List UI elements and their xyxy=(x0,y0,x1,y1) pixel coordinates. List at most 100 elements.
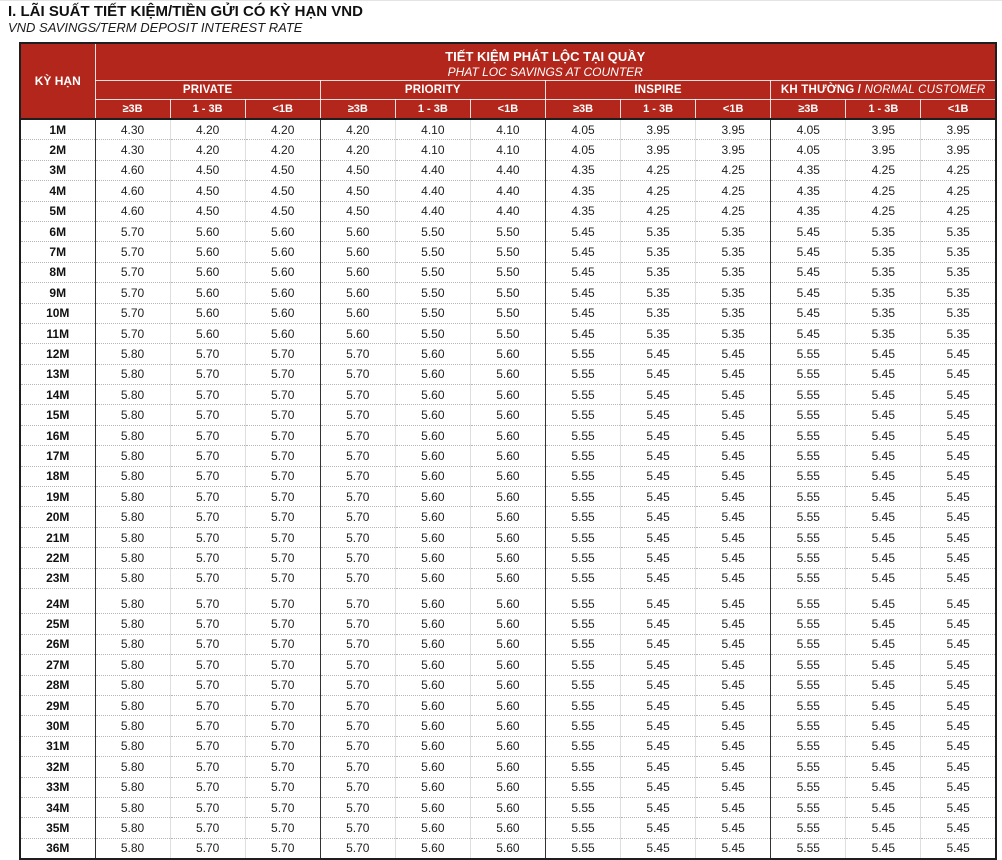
rate-cell: 5.45 xyxy=(620,486,696,507)
rate-cell: 3.95 xyxy=(620,119,696,140)
rate-cell: 5.60 xyxy=(244,241,321,263)
rate-cell: 5.60 xyxy=(394,654,471,676)
rate-cell: 5.45 xyxy=(845,506,921,528)
rate-cell: 5.60 xyxy=(244,220,321,242)
rate-cell: 5.45 xyxy=(695,486,771,507)
rate-cell: 5.60 xyxy=(244,282,321,304)
rate-cell: 5.55 xyxy=(544,465,621,487)
rate-cell: 5.70 xyxy=(319,654,396,676)
rate-cell: 5.55 xyxy=(770,587,846,614)
term-cell: 16M xyxy=(20,424,96,446)
rate-cell: 5.45 xyxy=(695,343,771,365)
rate-cell: 5.45 xyxy=(620,404,696,426)
rate-cell: 5.60 xyxy=(469,445,546,467)
rate-cell: 5.60 xyxy=(394,343,471,365)
rate-cell: 5.35 xyxy=(845,302,921,324)
rate-cell: 4.05 xyxy=(770,139,846,161)
rate-row-13m: 13M 5.80 5.70 5.70 5.70 5.60 5.60 5.55 5.45 5.45 5… xyxy=(20,363,996,385)
rate-cell: 5.60 xyxy=(319,220,396,242)
balance-tier-header-row: ≥3B 1 - 3B <1B ≥3B 1 - 3B <1B ≥3B 1 - 3B <1B ≥3B 1… xyxy=(20,99,997,120)
rate-cell: 4.35 xyxy=(770,159,846,181)
term-cell: 11M xyxy=(20,322,96,344)
rate-cell: 5.45 xyxy=(620,384,696,405)
rate-cell: 5.45 xyxy=(845,486,921,507)
rate-cell: 5.70 xyxy=(319,715,396,737)
rate-cell: 5.35 xyxy=(920,322,996,344)
rate-row-23m: 23M 5.80 5.70 5.70 5.70 5.60 5.60 5.55 5.45 5.45 5… xyxy=(20,567,996,589)
rate-cell: 5.45 xyxy=(845,404,921,426)
rate-cell: 5.55 xyxy=(544,756,621,777)
tier-header: 1 - 3B xyxy=(845,99,922,120)
rate-cell: 5.80 xyxy=(95,587,171,614)
rate-cell: 5.70 xyxy=(319,363,396,385)
rate-cell: 5.45 xyxy=(920,756,996,777)
counter-header-cell: TIẾT KIỆM PHÁT LỘC TẠI QUẦY PHAT LOC SAV… xyxy=(95,43,996,81)
rate-cell: 5.70 xyxy=(169,384,246,405)
rate-cell: 5.45 xyxy=(620,633,696,655)
rate-cell: 5.35 xyxy=(695,220,771,242)
term-cell: 6M xyxy=(20,220,96,242)
rate-cell: 5.70 xyxy=(169,445,246,467)
rate-cell: 5.35 xyxy=(920,282,996,304)
rate-cell: 5.45 xyxy=(920,445,996,467)
rate-cell: 4.60 xyxy=(95,200,171,222)
rate-cell: 5.60 xyxy=(169,302,246,324)
rate-cell: 5.70 xyxy=(319,567,396,589)
rate-cell: 5.55 xyxy=(770,817,846,839)
term-cell: 27M xyxy=(20,654,96,676)
term-cell: 15M xyxy=(20,404,96,426)
rate-cell: 5.55 xyxy=(544,654,621,676)
rate-cell: 5.45 xyxy=(920,343,996,365)
rate-cell: 4.20 xyxy=(169,119,246,140)
rate-cell: 5.60 xyxy=(394,587,471,614)
rate-cell: 5.55 xyxy=(770,445,846,467)
rate-cell: 5.45 xyxy=(920,465,996,487)
rate-cell: 4.50 xyxy=(169,159,246,181)
rate-cell: 5.45 xyxy=(544,261,621,283)
rate-row-15m: 15M 5.80 5.70 5.70 5.70 5.60 5.60 5.55 5.45 5.45 5… xyxy=(20,404,996,426)
rate-cell: 5.45 xyxy=(620,424,696,446)
rate-cell: 5.55 xyxy=(770,633,846,655)
rate-cell: 5.60 xyxy=(394,465,471,487)
rate-cell: 4.40 xyxy=(469,159,546,181)
rate-cell: 5.45 xyxy=(920,567,996,589)
rate-cell: 5.60 xyxy=(394,404,471,426)
rate-cell: 4.05 xyxy=(770,119,846,140)
rate-cell: 5.70 xyxy=(169,465,246,487)
rate-cell: 4.30 xyxy=(95,139,171,161)
rate-cell: 4.25 xyxy=(845,180,921,202)
rate-cell: 5.45 xyxy=(845,796,921,818)
rate-cell: 5.45 xyxy=(920,694,996,716)
rate-cell: 4.05 xyxy=(544,139,621,161)
rate-cell: 5.70 xyxy=(169,694,246,716)
rate-cell: 4.20 xyxy=(319,139,396,161)
rate-cell: 5.45 xyxy=(544,302,621,324)
rate-cell: 5.45 xyxy=(845,715,921,737)
rate-cell: 5.60 xyxy=(469,756,546,777)
rate-row-3m: 3M 4.60 4.50 4.50 4.50 4.40 4.40 4.35 4.25 4.25 4.… xyxy=(20,159,996,181)
rate-cell: 5.45 xyxy=(695,506,771,528)
rate-cell: 5.60 xyxy=(469,735,546,757)
rate-cell: 5.60 xyxy=(394,445,471,467)
rate-cell: 5.60 xyxy=(469,674,546,696)
rate-cell: 5.35 xyxy=(695,261,771,283)
rate-cell: 5.55 xyxy=(770,654,846,676)
rate-cell: 5.60 xyxy=(469,694,546,716)
rate-cell: 5.35 xyxy=(845,220,921,242)
rate-cell: 5.80 xyxy=(95,817,171,839)
rate-row-28m: 28M 5.80 5.70 5.70 5.70 5.60 5.60 5.55 5.45 5.45 5… xyxy=(20,674,996,696)
rate-cell: 5.70 xyxy=(95,302,171,324)
tier-header: <1B xyxy=(469,99,546,120)
rate-row-14m: 14M 5.80 5.70 5.70 5.70 5.60 5.60 5.55 5.45 5.45 5… xyxy=(20,384,996,405)
term-column-header: KỲ HẠN xyxy=(20,43,96,119)
rate-cell: 4.20 xyxy=(319,119,396,140)
rate-cell: 5.45 xyxy=(920,796,996,818)
term-cell: 7M xyxy=(20,241,96,263)
rate-cell: 5.35 xyxy=(620,261,696,283)
rate-cell: 5.60 xyxy=(394,694,471,716)
term-cell: 32M xyxy=(20,756,96,777)
rate-cell: 5.45 xyxy=(695,756,771,777)
page-subtitle: VND SAVINGS/TERM DEPOSIT INTEREST RATE xyxy=(8,20,303,35)
rate-cell: 5.70 xyxy=(319,506,396,528)
rate-cell: 5.60 xyxy=(169,241,246,263)
